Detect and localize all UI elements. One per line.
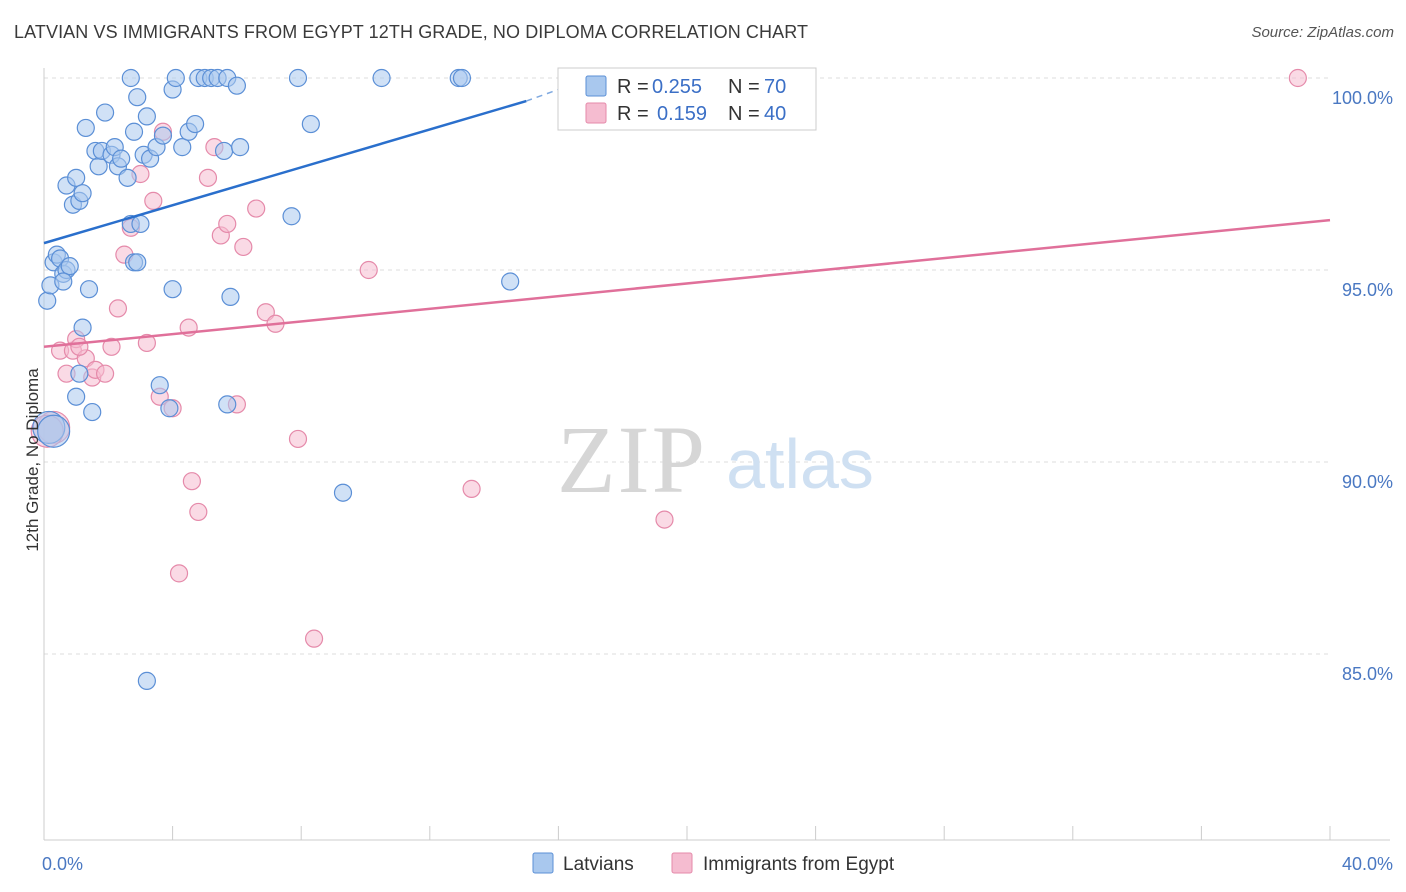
latvians-point bbox=[150, 376, 169, 395]
latvians-point bbox=[137, 107, 156, 126]
bottom-legend-swatch-latvians bbox=[532, 852, 554, 874]
x-tick-label: 0.0% bbox=[42, 854, 83, 874]
latvians-point bbox=[128, 253, 147, 272]
x-tick-labels: 0.0% 40.0% bbox=[42, 854, 1393, 874]
y-tick-label: 100.0% bbox=[1332, 88, 1393, 108]
latvians-point bbox=[79, 280, 99, 299]
series-legend: Latvians Immigrants from Egypt bbox=[532, 852, 895, 875]
y-tick-labels: 100.0% 95.0% 90.0% 85.0% bbox=[1332, 88, 1393, 684]
egypt-point bbox=[234, 237, 253, 257]
latvians-point bbox=[112, 149, 131, 168]
latvians-point bbox=[121, 68, 140, 88]
correlation-legend: R = 0.255 N = 70 R = 0.159 N = 40 bbox=[557, 67, 817, 131]
latvians-point bbox=[333, 483, 353, 502]
latvians-point bbox=[76, 118, 95, 138]
egypt-point bbox=[144, 191, 163, 210]
y-tick-label: 85.0% bbox=[1342, 664, 1393, 684]
egypt-point bbox=[137, 333, 156, 353]
latvians-point bbox=[73, 318, 92, 337]
latvians-point bbox=[73, 184, 92, 203]
latvians-point bbox=[83, 402, 102, 422]
latvians-trend-line bbox=[43, 99, 527, 245]
latvians-point bbox=[67, 168, 86, 187]
egypt-point bbox=[359, 260, 378, 280]
egypt-point bbox=[218, 214, 237, 234]
latvians-point bbox=[124, 122, 144, 141]
egypt-point bbox=[102, 337, 121, 356]
x-tick-label: 40.0% bbox=[1342, 854, 1393, 874]
source-label: Source: ZipAtlas.com bbox=[1251, 24, 1394, 41]
chart-title: LATVIAN VS IMMIGRANTS FROM EGYPT 12TH GR… bbox=[14, 22, 809, 42]
egypt-point bbox=[108, 299, 128, 318]
legend-swatch-egypt bbox=[585, 102, 607, 124]
watermark: ZIP atlas bbox=[557, 406, 874, 513]
bottom-legend-latvians: Latvians bbox=[563, 854, 634, 875]
latvians-point bbox=[214, 141, 234, 161]
legend-n-value-1: 70 bbox=[764, 76, 786, 98]
legend-n-value-2: 40 bbox=[764, 103, 786, 125]
egypt-point bbox=[462, 479, 481, 498]
latvians-point bbox=[118, 168, 137, 187]
egypt-point bbox=[1288, 68, 1307, 88]
y-tick-label: 90.0% bbox=[1342, 472, 1393, 492]
latvians-point bbox=[38, 291, 57, 310]
latvians-point bbox=[67, 387, 86, 406]
latvians-point bbox=[166, 68, 185, 88]
legend-r-value-2: 0.159 bbox=[657, 103, 707, 125]
latvians-point bbox=[131, 214, 150, 234]
watermark-zip: ZIP bbox=[557, 406, 707, 513]
latvians-point bbox=[282, 207, 301, 226]
legend-r-value-1: 0.255 bbox=[652, 76, 702, 98]
legend-r-label-1: R = bbox=[617, 76, 649, 98]
legend-r-label-2: R = bbox=[617, 103, 649, 125]
latvians-point bbox=[37, 414, 71, 448]
latvians-point bbox=[452, 68, 472, 88]
watermark-atlas: atlas bbox=[726, 425, 874, 503]
latvians-point bbox=[231, 138, 250, 157]
latvians-point bbox=[501, 272, 520, 291]
latvians-point bbox=[221, 287, 240, 306]
latvians-point bbox=[137, 671, 156, 690]
latvians-point bbox=[160, 399, 179, 418]
latvians-point bbox=[186, 114, 205, 134]
latvians-point bbox=[288, 68, 308, 88]
y-tick-label: 95.0% bbox=[1342, 280, 1393, 300]
legend-swatch-latvians bbox=[585, 75, 607, 97]
latvians-point bbox=[128, 88, 147, 107]
axes bbox=[43, 68, 1390, 841]
latvians-point bbox=[218, 395, 237, 414]
grid-lines bbox=[44, 77, 1330, 655]
latvians-point bbox=[163, 280, 182, 299]
egypt-point bbox=[198, 168, 218, 187]
egypt-point bbox=[182, 472, 201, 491]
latvians-point bbox=[227, 76, 246, 95]
y-axis-label: 12th Grade, No Diploma bbox=[23, 368, 42, 552]
egypt-point bbox=[70, 337, 89, 356]
bottom-legend-swatch-egypt bbox=[671, 852, 693, 874]
legend-n-label-2: N = bbox=[728, 103, 760, 125]
egypt-point bbox=[169, 564, 189, 583]
latvians-point bbox=[372, 68, 391, 88]
egypt-point bbox=[655, 510, 674, 529]
latvians-point bbox=[60, 257, 79, 276]
latvians-point bbox=[153, 126, 173, 145]
egypt-point bbox=[189, 502, 208, 522]
egypt-point bbox=[288, 429, 308, 449]
bottom-legend-egypt: Immigrants from Egypt bbox=[703, 854, 895, 875]
latvians-point bbox=[70, 364, 89, 383]
egypt-point bbox=[247, 199, 266, 218]
latvians-point bbox=[301, 114, 320, 134]
latvians-point bbox=[173, 138, 192, 157]
series-latvians-points bbox=[32, 68, 520, 690]
legend-n-label-1: N = bbox=[728, 76, 760, 98]
latvians-point bbox=[95, 103, 115, 122]
egypt-trend-line bbox=[43, 218, 1331, 349]
egypt-point bbox=[95, 364, 115, 383]
latvians-point bbox=[54, 272, 73, 291]
egypt-point bbox=[304, 629, 324, 648]
